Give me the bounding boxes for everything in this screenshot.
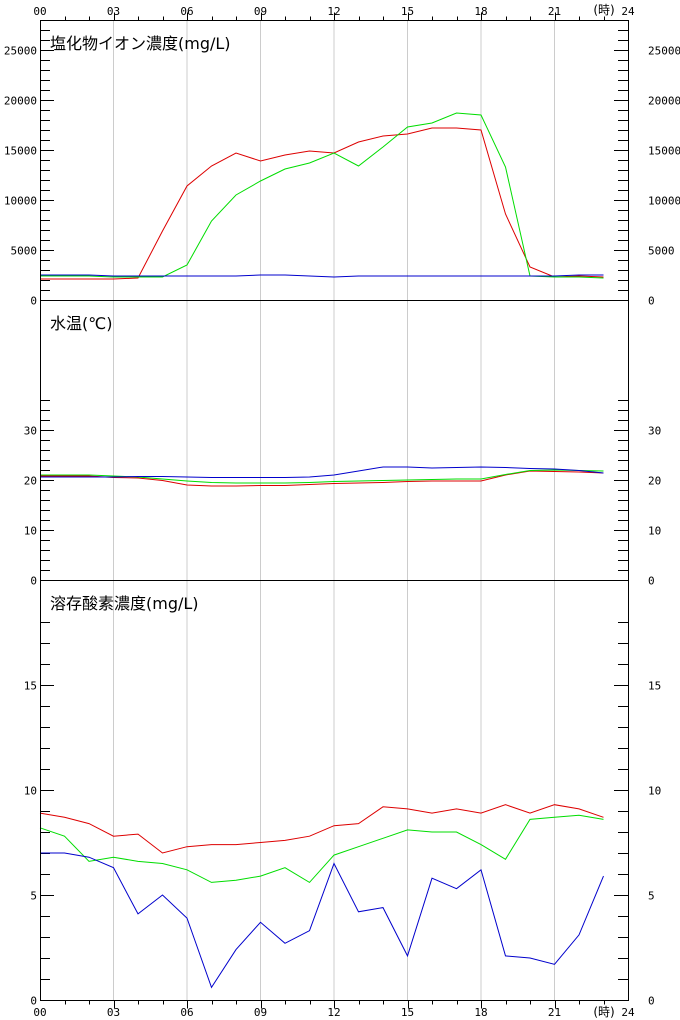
chart-title: 塩化物イオン濃度(mg/L) xyxy=(50,34,231,53)
x-tick-label: 15 xyxy=(401,5,414,18)
x-tick-label: 09 xyxy=(254,1006,267,1019)
x-tick-label: 24 xyxy=(621,5,635,18)
y-tick-label-right: 20000 xyxy=(648,95,680,108)
y-tick-label-left: 10 xyxy=(24,785,37,798)
y-tick-label-right: 10000 xyxy=(648,195,680,208)
x-axis-top: 00 03 06 09 12 15 18 21 24 (時) xyxy=(33,3,635,21)
panel-3: 0 0 5 5 10 10 15 15 溶存酸素濃度(mg/L) xyxy=(24,580,661,1008)
y-tick-label-right: 5 xyxy=(648,890,655,903)
x-tick-label: 00 xyxy=(33,5,46,18)
y-tick-label-left: 0 xyxy=(30,995,37,1008)
series-line-red xyxy=(40,470,604,487)
y-tick-label-left: 20 xyxy=(24,475,37,488)
y-tick-label-right: 0 xyxy=(648,575,655,588)
x-tick-label: 03 xyxy=(107,5,120,18)
x-tick-label: 18 xyxy=(474,5,487,18)
chart-title: 溶存酸素濃度(mg/L) xyxy=(50,594,199,613)
series-line-blue xyxy=(40,852,604,989)
x-tick-label: 21 xyxy=(548,5,561,18)
x-axis-unit: (時) xyxy=(593,3,614,17)
y-tick-label-left: 30 xyxy=(24,425,37,438)
x-tick-label: 24 xyxy=(621,1006,635,1019)
y-tick-label-right: 30 xyxy=(648,425,661,438)
y-tick-label-right: 10 xyxy=(648,525,661,538)
x-axis-unit: (時) xyxy=(593,1005,614,1019)
x-tick-label: 09 xyxy=(254,5,267,18)
x-tick-label: 21 xyxy=(548,1006,561,1019)
series-line-blue xyxy=(40,274,604,278)
y-tick-label-right: 0 xyxy=(648,295,655,308)
x-tick-label: 03 xyxy=(107,1006,120,1019)
x-tick-label: 18 xyxy=(474,1006,487,1019)
series-line-green xyxy=(40,112,604,279)
y-tick-label-right: 15000 xyxy=(648,145,680,158)
series-line-green xyxy=(39,814,604,884)
x-tick-label: 00 xyxy=(33,1006,46,1019)
series-line-red xyxy=(39,804,604,854)
y-tick-label-right: 0 xyxy=(648,995,655,1008)
y-tick-label-left: 10 xyxy=(24,525,37,538)
x-tick-label: 06 xyxy=(180,1006,193,1019)
series-line-blue xyxy=(40,466,604,478)
panel-1: 0 0 5000 5000 10000 10000 15000 15000 20000 20000… xyxy=(4,20,680,308)
y-tick-label-left: 0 xyxy=(30,575,37,588)
x-tick-label: 06 xyxy=(180,5,193,18)
x-axis-bottom: 00 03 06 09 12 15 18 21 24 (時) xyxy=(33,1000,635,1019)
y-tick-label-left: 0 xyxy=(30,295,37,308)
y-tick-label-left: 25000 xyxy=(4,45,37,58)
y-tick-label-right: 25000 xyxy=(648,45,680,58)
y-tick-label-left: 15000 xyxy=(4,145,37,158)
y-tick-label-left: 15 xyxy=(24,680,37,693)
panel-2: 0 0 10 10 20 20 30 30 水温(℃) xyxy=(24,300,661,588)
chart-title: 水温(℃) xyxy=(50,314,112,333)
y-tick-label-left: 5 xyxy=(30,890,37,903)
y-tick-label-right: 10 xyxy=(648,785,661,798)
y-tick-label-right: 5000 xyxy=(648,245,675,258)
series-line-red xyxy=(40,127,604,280)
x-tick-label: 12 xyxy=(327,5,340,18)
y-tick-label-right: 15 xyxy=(648,680,661,693)
x-tick-label: 12 xyxy=(327,1006,340,1019)
x-tick-label: 15 xyxy=(401,1006,414,1019)
y-tick-label-left: 5000 xyxy=(11,245,38,258)
y-tick-label-left: 20000 xyxy=(4,95,37,108)
y-tick-label-right: 20 xyxy=(648,475,661,488)
y-tick-label-left: 10000 xyxy=(4,195,37,208)
